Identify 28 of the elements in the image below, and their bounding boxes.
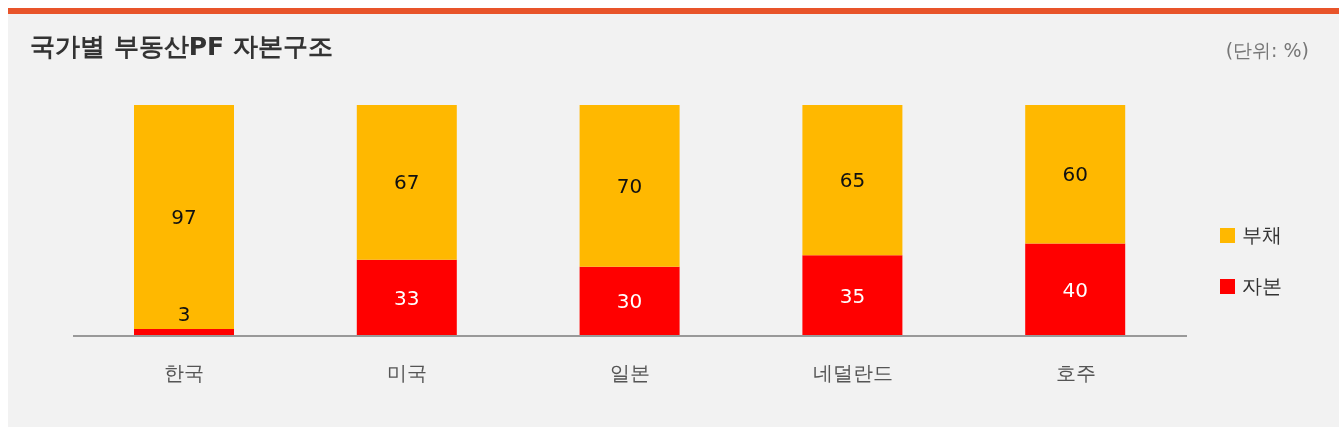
bar bbox=[134, 105, 234, 330]
bar bbox=[579, 105, 680, 267]
data-label: 33 bbox=[394, 285, 420, 310]
x-tick-label: 호주 bbox=[1055, 361, 1096, 386]
bar bbox=[1025, 105, 1126, 244]
data-label: 60 bbox=[1062, 162, 1088, 187]
bar bbox=[802, 255, 903, 336]
bar bbox=[356, 105, 457, 260]
data-label: 35 bbox=[839, 283, 866, 308]
data-label: 70 bbox=[616, 173, 643, 198]
legend-label: 부채 bbox=[1242, 222, 1282, 249]
text: (단위: %) bbox=[1225, 38, 1309, 63]
x-tick-label: 일본 bbox=[610, 361, 650, 386]
chart-title: 국가별 부동산PF 자본구조 bbox=[30, 31, 333, 63]
x-tick-label: 미국 bbox=[387, 361, 428, 386]
bar bbox=[579, 266, 680, 336]
x-tick-label: 한국 bbox=[164, 361, 205, 386]
x-tick-label: 네덜란드 bbox=[812, 361, 893, 386]
bar bbox=[1025, 243, 1126, 336]
bar bbox=[802, 105, 903, 256]
data-label: 97 bbox=[171, 205, 197, 230]
legend-label: 자본 bbox=[1242, 273, 1282, 300]
data-label: 65 bbox=[839, 168, 866, 193]
bar bbox=[356, 259, 457, 336]
data-label: 67 bbox=[394, 170, 420, 195]
data-label: 40 bbox=[1062, 277, 1088, 302]
data-label: 30 bbox=[616, 289, 643, 314]
data-label: 3 bbox=[177, 302, 191, 327]
